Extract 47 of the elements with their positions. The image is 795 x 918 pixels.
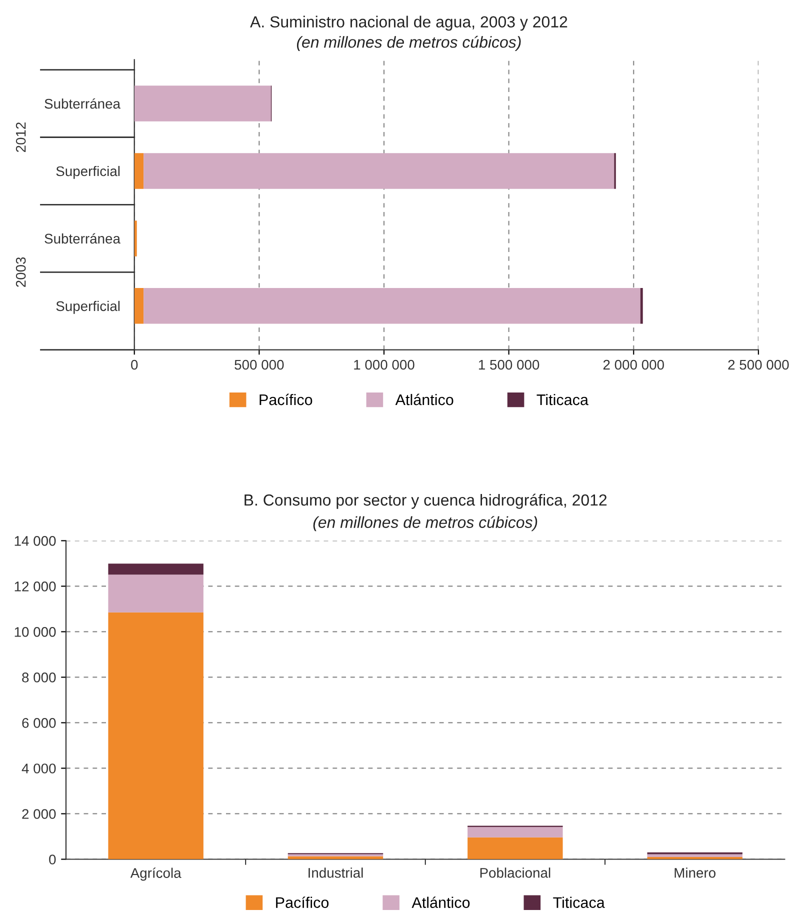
legend-label: Titicaca [536, 394, 588, 406]
bar [108, 564, 204, 575]
text: 2012 [16, 122, 26, 152]
bar [134, 86, 271, 122]
y-tick-label: 8 000 [22, 672, 56, 682]
bar [134, 220, 137, 256]
y-tick-label: Superficial [56, 300, 120, 314]
x-tick-label: Poblacional [480, 868, 550, 878]
x-tick-label: Industrial [308, 868, 363, 878]
bar [134, 153, 144, 189]
x-tick-label: 0 [131, 360, 138, 370]
legend-label: Pacífico [276, 896, 329, 908]
y-tick-label: 10 000 [14, 627, 56, 637]
chart-subtitle: (en millones de metros cúbicos) [313, 516, 538, 532]
y-tick-label: 6 000 [22, 718, 56, 728]
x-tick-label: 2 500 000 [728, 360, 789, 370]
x-tick-label: 1 000 000 [354, 360, 414, 370]
x-tick-label: 2 000 000 [603, 360, 664, 370]
text: 2003 [16, 257, 26, 287]
bar [647, 854, 742, 857]
chart-title: A. Suministro nacional de agua, 2003 y 2012 [250, 16, 568, 31]
bar [468, 826, 563, 838]
x-tick-label: 1 500 000 [478, 360, 540, 370]
bar [468, 837, 563, 860]
bar [108, 612, 204, 860]
bar [144, 153, 614, 189]
legend-label: Titicaca [553, 896, 605, 908]
chart-subtitle: (en millones de metros cúbicos) [296, 36, 521, 51]
legend-label: Pacífico [260, 394, 312, 406]
y-tick-label: Subterránea [44, 98, 120, 109]
y-tick-label: 12 000 [14, 582, 56, 592]
y-tick-label: 2 000 [22, 809, 56, 819]
bar [108, 574, 204, 612]
y-tick-label: 4 000 [22, 764, 56, 774]
chart-title: B. Consumo por sector y cuenca hidrográfica, 2012 [244, 494, 607, 509]
bar [134, 288, 144, 324]
y-tick-label: Superficial [56, 166, 120, 179]
y-tick-label: 0 [49, 854, 56, 864]
x-tick-label: Agrícola [130, 868, 182, 881]
legend-label: Atlántico [412, 896, 470, 908]
x-tick-label: Minero [674, 868, 716, 878]
bar [640, 288, 643, 324]
legend-label: Atlántico [395, 394, 454, 406]
y-tick-label: 14 000 [14, 536, 56, 546]
bar [144, 288, 640, 324]
y-tick-label: Subterránea [44, 233, 120, 244]
x-tick-label: 500 000 [234, 360, 284, 370]
